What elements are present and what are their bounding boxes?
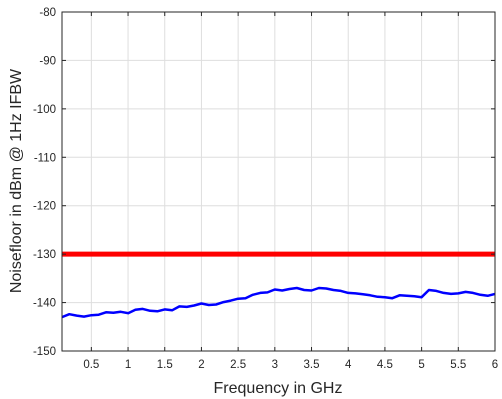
y-tick-label: -130 — [33, 249, 56, 261]
x-tick-label: 4 — [345, 359, 352, 371]
x-tick-label: 2.5 — [230, 359, 246, 371]
y-tick-label: -120 — [33, 201, 56, 213]
x-tick-label: 0.5 — [83, 359, 99, 371]
x-tick-label: 3.5 — [304, 359, 320, 371]
y-tick-labels: -150 -140 -130 -120 -110 -100 -90 -80 — [33, 7, 56, 358]
y-tick-label: -110 — [34, 152, 56, 164]
plot-frame — [61, 11, 496, 352]
x-tick-label: 5 — [418, 359, 424, 371]
x-axis-label: Frequency in GHz — [214, 380, 343, 397]
x-tick-label: 4.5 — [377, 359, 393, 371]
y-axis-label: Noisefloor in dBm @ 1Hz IFBW — [8, 68, 25, 293]
axis-ticks — [62, 11, 496, 352]
noisefloor-line — [61, 286, 496, 319]
y-tick-label: -100 — [33, 104, 56, 116]
x-tick-label: 1.5 — [157, 359, 173, 371]
y-tick-label: -80 — [39, 7, 56, 19]
data-series — [61, 251, 496, 319]
y-tick-label: -90 — [39, 55, 56, 67]
x-tick-label: 2 — [198, 359, 204, 371]
y-tick-label: -150 — [33, 346, 56, 358]
x-tick-label: 3 — [272, 359, 278, 371]
x-tick-label: 1 — [125, 359, 131, 371]
y-tick-label: -140 — [33, 298, 56, 310]
x-tick-label: 6 — [492, 359, 498, 371]
x-tick-label: 5.5 — [450, 359, 466, 371]
x-tick-labels: 0.5 1 1.5 2 2.5 3 3.5 4 4.5 5 5.5 6 — [83, 359, 498, 371]
plot-area — [62, 12, 495, 351]
